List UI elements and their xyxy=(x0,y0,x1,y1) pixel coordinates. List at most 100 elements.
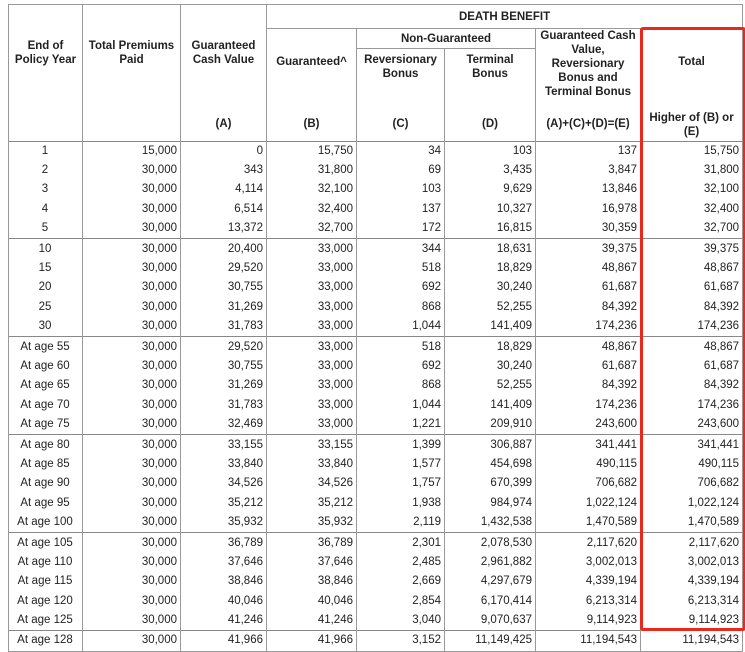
cell-end-of-policy-year: 25 xyxy=(8,297,83,318)
cell-total: 706,682 xyxy=(639,474,744,494)
cell-guaranteed: 35,932 xyxy=(266,512,357,533)
cell-reversionary-bonus: 1,938 xyxy=(356,493,445,513)
table-row: At age 75 30,000 32,469 33,000 1,221 209,910 2… xyxy=(8,414,744,435)
cell-end-of-policy-year: At age 90 xyxy=(8,474,83,494)
cell-guaranteed: 33,840 xyxy=(266,454,357,475)
cell-terminal-bonus: 984,974 xyxy=(444,493,536,513)
cell-total-premiums-paid: 30,000 xyxy=(82,591,181,611)
cell-terminal-bonus: 52,255 xyxy=(444,376,536,396)
cell-combined-value: 48,867 xyxy=(535,258,641,279)
cell-guaranteed-cash-value: 20,400 xyxy=(180,238,267,259)
cell-total-premiums-paid: 30,000 xyxy=(82,552,181,573)
cell-end-of-policy-year: 1 xyxy=(8,140,83,161)
cell-guaranteed: 33,000 xyxy=(266,297,357,318)
table-row: 15 30,000 29,520 33,000 518 18,829 48,867 48,86… xyxy=(8,258,744,279)
cell-end-of-policy-year: 2 xyxy=(8,160,83,181)
cell-reversionary-bonus: 2,669 xyxy=(356,572,445,592)
cell-combined-value: 84,392 xyxy=(535,297,641,318)
cell-guaranteed: 33,000 xyxy=(266,356,357,377)
cell-reversionary-bonus: 2,854 xyxy=(356,591,445,611)
table-row: At age 70 30,000 31,783 33,000 1,044 141,409 1… xyxy=(8,395,744,415)
cell-total-premiums-paid: 30,000 xyxy=(82,356,181,377)
cell-guaranteed-cash-value: 29,520 xyxy=(180,336,267,357)
header-total-premiums-paid: Total Premiums Paid xyxy=(82,4,181,99)
cell-total-premiums-paid: 30,000 xyxy=(82,160,181,181)
cell-terminal-bonus: 9,629 xyxy=(444,180,536,200)
cell-total-premiums-paid: 30,000 xyxy=(82,493,181,513)
cell-total: 32,700 xyxy=(639,219,744,239)
cell-guaranteed: 33,000 xyxy=(266,278,357,298)
label-d: (D) xyxy=(444,99,536,141)
cell-reversionary-bonus: 1,577 xyxy=(356,454,445,475)
cell-guaranteed-cash-value: 37,646 xyxy=(180,552,267,573)
cell-end-of-policy-year: 4 xyxy=(8,199,83,220)
cell-total: 174,236 xyxy=(639,395,744,415)
cell-combined-value: 84,392 xyxy=(535,376,641,396)
cell-total: 61,687 xyxy=(639,356,744,377)
cell-terminal-bonus: 30,240 xyxy=(444,278,536,298)
cell-combined-value: 30,359 xyxy=(535,219,641,239)
cell-terminal-bonus: 670,399 xyxy=(444,474,536,494)
cell-guaranteed: 34,526 xyxy=(266,474,357,494)
cell-combined-value: 174,236 xyxy=(535,317,641,337)
cell-terminal-bonus: 18,829 xyxy=(444,336,536,357)
cell-total: 32,400 xyxy=(639,199,744,220)
table-row: At age 55 30,000 29,520 33,000 518 18,829 48,8… xyxy=(8,336,744,357)
cell-combined-value: 9,114,923 xyxy=(535,610,641,631)
cell-total-premiums-paid: 30,000 xyxy=(82,180,181,200)
cell-combined-value: 174,236 xyxy=(535,395,641,415)
cell-total-premiums-paid: 30,000 xyxy=(82,395,181,415)
table-row: At age 128 30,000 41,966 41,966 3,152 11,149,… xyxy=(8,630,744,652)
cell-reversionary-bonus: 2,119 xyxy=(356,512,445,533)
cell-guaranteed: 33,000 xyxy=(266,376,357,396)
cell-guaranteed: 33,000 xyxy=(266,238,357,259)
cell-combined-value: 11,194,543 xyxy=(535,630,641,652)
cell-reversionary-bonus: 692 xyxy=(356,356,445,377)
cell-guaranteed: 37,646 xyxy=(266,552,357,573)
cell-reversionary-bonus: 1,044 xyxy=(356,395,445,415)
cell-combined-value: 61,687 xyxy=(535,356,641,377)
cell-total: 48,867 xyxy=(639,336,744,357)
cell-reversionary-bonus: 518 xyxy=(356,258,445,279)
cell-guaranteed: 32,400 xyxy=(266,199,357,220)
table-body: 1 15,000 0 15,750 34 103 137 15,750 2 30,000 343 31… xyxy=(8,140,744,652)
header-end-of-policy-year: End of Policy Year xyxy=(8,4,83,99)
cell-guaranteed-cash-value: 35,932 xyxy=(180,512,267,533)
table-row: At age 85 30,000 33,840 33,840 1,577 454,698 4… xyxy=(8,454,744,475)
cell-total: 39,375 xyxy=(639,238,744,259)
cell-total: 1,470,589 xyxy=(639,512,744,533)
cell-total: 84,392 xyxy=(639,297,744,318)
table-row: At age 80 30,000 33,155 33,155 1,399 306,887 3… xyxy=(8,434,744,455)
cell-reversionary-bonus: 868 xyxy=(356,297,445,318)
cell-total-premiums-paid: 30,000 xyxy=(82,414,181,435)
cell-terminal-bonus: 6,170,414 xyxy=(444,591,536,611)
cell-total-premiums-paid: 30,000 xyxy=(82,336,181,357)
cell-total-premiums-paid: 30,000 xyxy=(82,258,181,279)
cell-total: 15,750 xyxy=(639,140,744,161)
cell-end-of-policy-year: 3 xyxy=(8,180,83,200)
cell-combined-value: 4,339,194 xyxy=(535,572,641,592)
cell-total-premiums-paid: 30,000 xyxy=(82,454,181,475)
cell-guaranteed-cash-value: 4,114 xyxy=(180,180,267,200)
cell-combined-value: 16,978 xyxy=(535,199,641,220)
cell-combined-value: 2,117,620 xyxy=(535,532,641,553)
table-row: At age 105 30,000 36,789 36,789 2,301 2,078,5… xyxy=(8,532,744,553)
header-death-benefit: DEATH BENEFIT xyxy=(265,4,744,29)
cell-total-premiums-paid: 30,000 xyxy=(82,532,181,553)
cell-guaranteed-cash-value: 343 xyxy=(180,160,267,181)
cell-combined-value: 706,682 xyxy=(535,474,641,494)
cell-terminal-bonus: 52,255 xyxy=(444,297,536,318)
cell-total: 32,100 xyxy=(639,180,744,200)
cell-guaranteed-cash-value: 40,046 xyxy=(180,591,267,611)
cell-combined-value: 3,847 xyxy=(535,160,641,181)
cell-reversionary-bonus: 868 xyxy=(356,376,445,396)
cell-total-premiums-paid: 30,000 xyxy=(82,434,181,455)
cell-reversionary-bonus: 2,485 xyxy=(356,552,445,573)
cell-total-premiums-paid: 30,000 xyxy=(82,610,181,631)
label-total: Higher of (B) or (E) xyxy=(639,99,744,141)
cell-combined-value: 48,867 xyxy=(535,336,641,357)
cell-total: 490,115 xyxy=(639,454,744,475)
cell-guaranteed-cash-value: 38,846 xyxy=(180,572,267,592)
cell-total: 1,022,124 xyxy=(639,493,744,513)
cell-total-premiums-paid: 30,000 xyxy=(82,297,181,318)
